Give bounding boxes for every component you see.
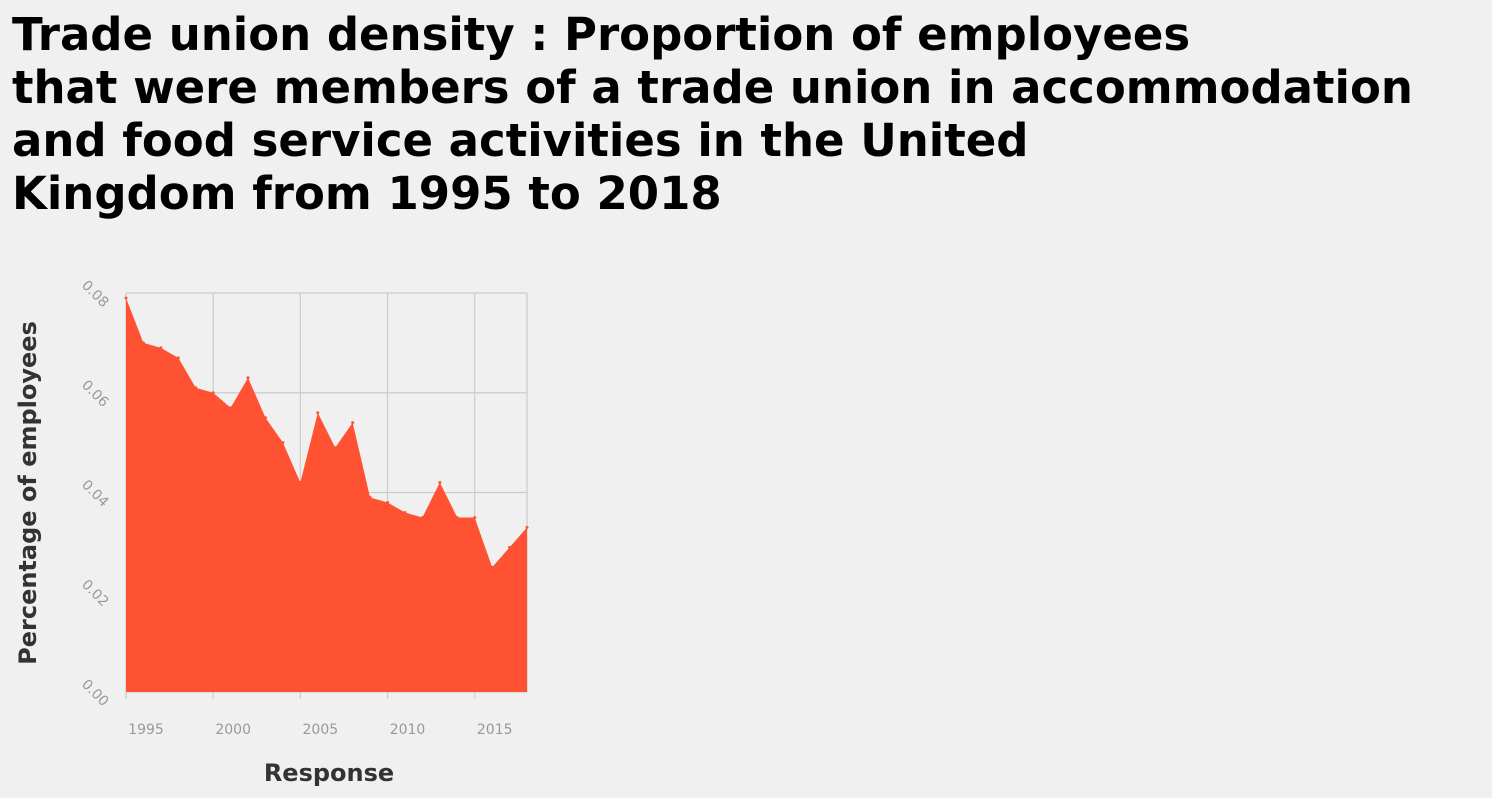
data-point bbox=[369, 496, 372, 499]
data-point bbox=[421, 516, 424, 519]
x-tick-label: 1995 bbox=[128, 722, 164, 738]
y-axis-ticks: 0.00 0.02 0.04 0.06 0.08 bbox=[78, 277, 111, 709]
data-area bbox=[126, 298, 527, 692]
data-point bbox=[456, 516, 459, 519]
data-point bbox=[316, 411, 319, 414]
data-area-layer bbox=[125, 296, 529, 692]
y-tick-label: 0.04 bbox=[78, 477, 111, 510]
data-point bbox=[351, 421, 354, 424]
y-tick-label: 0.08 bbox=[78, 277, 111, 310]
data-point bbox=[212, 391, 215, 394]
x-tick-label: 2010 bbox=[390, 722, 426, 738]
data-point bbox=[159, 346, 162, 349]
data-point bbox=[247, 376, 250, 379]
data-point bbox=[334, 446, 337, 449]
y-tick-label: 0.06 bbox=[78, 377, 111, 410]
data-point bbox=[526, 526, 529, 529]
data-point bbox=[491, 566, 494, 569]
data-point bbox=[229, 406, 232, 409]
data-point bbox=[264, 416, 267, 419]
data-point bbox=[177, 356, 180, 359]
data-point bbox=[473, 516, 476, 519]
x-tick-label: 2005 bbox=[303, 722, 339, 738]
data-point bbox=[194, 386, 197, 389]
data-point bbox=[386, 501, 389, 504]
data-point bbox=[125, 296, 128, 299]
x-axis-title: Response bbox=[264, 759, 394, 787]
data-point bbox=[281, 441, 284, 444]
data-point bbox=[438, 481, 441, 484]
y-tick-label: 0.02 bbox=[78, 577, 111, 610]
x-tick-label: 2015 bbox=[477, 722, 513, 738]
data-point bbox=[142, 341, 145, 344]
y-axis-title: Percentage of employees bbox=[14, 321, 42, 665]
y-tick-label: 0.00 bbox=[78, 676, 111, 709]
data-point bbox=[299, 481, 302, 484]
x-axis-ticks: 1995 2000 2005 2010 2015 bbox=[126, 692, 513, 738]
data-point bbox=[403, 511, 406, 514]
data-point bbox=[508, 546, 511, 549]
x-tick-label: 2000 bbox=[215, 722, 251, 738]
